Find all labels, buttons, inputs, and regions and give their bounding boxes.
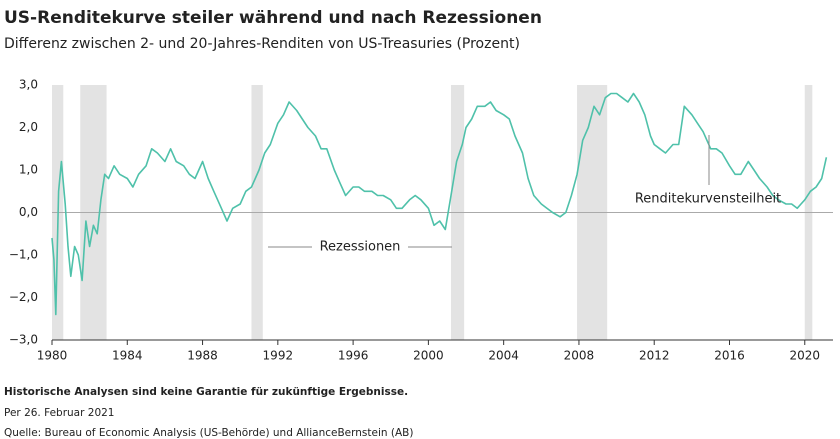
x-tick-label: 1996: [338, 349, 369, 363]
x-tick-label: 2004: [488, 349, 519, 363]
footnote: Quelle: Bureau of Economic Analysis (US-…: [4, 427, 413, 439]
x-tick-label: 1988: [187, 349, 218, 363]
annotation: Renditekurvensteilheit: [635, 192, 781, 207]
y-tick-label: 1,0: [19, 163, 38, 177]
x-tick-label: 1984: [112, 349, 143, 363]
y-tick-label: 2,0: [19, 120, 38, 134]
footnote: Per 26. Februar 2021: [4, 407, 114, 419]
y-tick-label: −3,0: [9, 333, 38, 347]
x-tick-label: 1992: [263, 349, 294, 363]
y-tick-label: −2,0: [9, 290, 38, 304]
x-tick-label: 2020: [789, 349, 820, 363]
footnote: Historische Analysen sind keine Garantie…: [4, 386, 408, 398]
y-tick-label: −1,0: [9, 248, 38, 262]
x-tick-label: 2008: [564, 349, 595, 363]
x-tick-label: 2016: [714, 349, 745, 363]
y-tick-label: 3,0: [19, 78, 38, 92]
x-tick-label: 2000: [413, 349, 444, 363]
x-tick-label: 1980: [37, 349, 68, 363]
chart-subtitle: Differenz zwischen 2- und 20-Jahres-Rend…: [4, 36, 520, 52]
annotation: Rezessionen: [320, 240, 401, 255]
x-tick-label: 2012: [639, 349, 670, 363]
y-tick-label: 0,0: [19, 205, 38, 219]
chart-title: US-Renditekurve steiler während und nach…: [4, 8, 542, 28]
series-line: [51, 92, 828, 316]
